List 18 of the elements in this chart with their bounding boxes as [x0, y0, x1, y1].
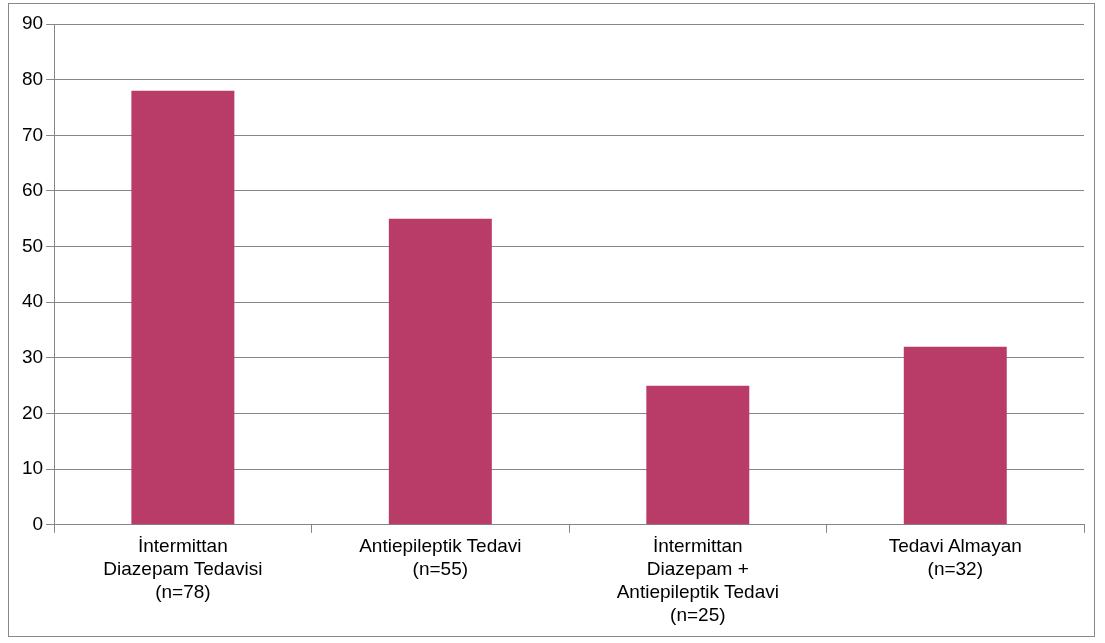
bar: [131, 90, 235, 525]
x-tick-label: Tedavi Almayan (n=32): [888, 535, 1022, 580]
y-tick-label: 80: [21, 67, 44, 89]
bar: [388, 218, 492, 525]
y-tick-label: 40: [21, 290, 44, 312]
y-tick-label: 10: [21, 457, 44, 479]
y-tick-label: 20: [21, 401, 44, 423]
x-tick-label: İntermittan Diazepam Tedavisi (n=78): [103, 535, 263, 603]
y-tick-label: 90: [21, 12, 44, 34]
y-tick-label: 50: [21, 234, 44, 256]
y-tick-label: 70: [21, 123, 44, 145]
x-tick-label: İntermittan Diazepam + Antiepileptik Tedavi (n=25): [616, 535, 779, 625]
bar: [903, 346, 1007, 525]
y-tick-label: 60: [21, 179, 44, 201]
y-tick-label: 30: [21, 346, 44, 368]
y-tick-label: 0: [32, 513, 44, 535]
x-tick-label: Antiepileptik Tedavi (n=55): [359, 535, 522, 580]
bar: [646, 385, 750, 525]
